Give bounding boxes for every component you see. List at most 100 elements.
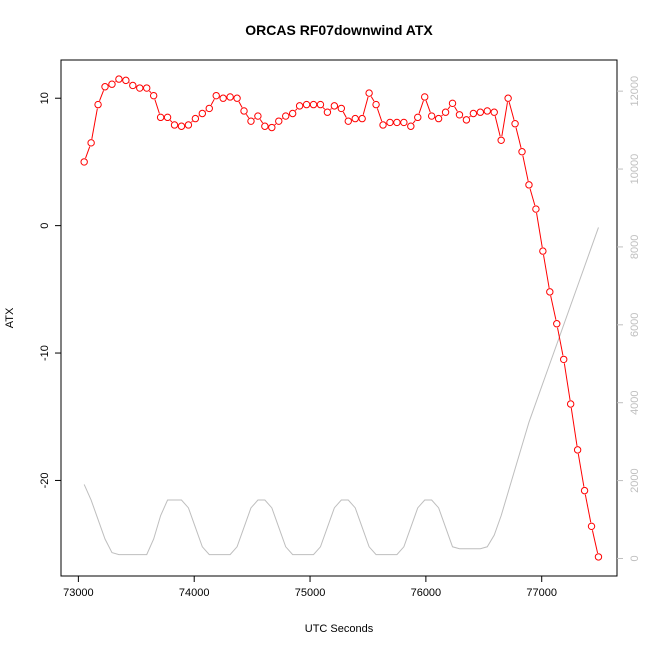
atx-segment <box>425 100 431 113</box>
atx-point <box>351 114 359 123</box>
atx-point <box>400 118 408 127</box>
axes: 73000 74000 75000 76000 77000 10 0 -10 -20 0 2000 4… <box>39 76 641 599</box>
atx-point <box>136 84 144 92</box>
y-tick-label: 10 <box>39 92 51 104</box>
x-tick-label: 76000 <box>411 587 442 599</box>
atx-point <box>302 100 311 109</box>
atx-point <box>226 93 234 101</box>
atx-segment <box>529 188 536 206</box>
atx-segment <box>447 106 451 110</box>
atx-segment <box>591 530 599 554</box>
atx-segment <box>169 119 173 123</box>
y-tick-label: -10 <box>39 345 51 361</box>
atx-segment <box>99 90 105 102</box>
atx-point <box>275 117 283 125</box>
x-tick-label: 77000 <box>526 587 557 599</box>
atx-segment <box>570 407 578 446</box>
altitude-line <box>83 227 599 556</box>
atx-point <box>198 109 207 118</box>
atx-point <box>504 94 512 102</box>
atx-point <box>170 121 179 129</box>
atx-point <box>546 288 554 296</box>
atx-segment <box>469 115 471 118</box>
atx-segment <box>522 155 529 182</box>
atx-segment <box>543 254 550 289</box>
atx-segment <box>557 327 564 356</box>
atx-point <box>288 109 297 118</box>
atx-segment <box>191 120 193 123</box>
x-tick-label: 73000 <box>63 587 94 599</box>
atx-point <box>372 100 380 109</box>
atx-point <box>358 114 366 123</box>
atx-point <box>587 522 596 531</box>
atx-point <box>233 94 241 102</box>
series <box>80 75 603 561</box>
y2-tick-label: 6000 <box>629 313 641 337</box>
atx-point <box>421 93 429 101</box>
atx-point <box>476 108 485 116</box>
atx-segment <box>550 295 557 320</box>
atx-point <box>80 158 88 166</box>
atx-point <box>573 446 582 454</box>
atx-point <box>330 102 339 110</box>
atx-point <box>469 109 478 118</box>
atx-segment <box>584 494 592 523</box>
y2-tick-label: 4000 <box>629 390 641 414</box>
atx-point <box>87 139 95 147</box>
atx-point <box>379 121 387 129</box>
atx-segment <box>577 453 585 487</box>
atx-point <box>156 113 165 122</box>
atx-point <box>316 100 325 109</box>
x-tick-label: 74000 <box>179 587 210 599</box>
atx-point <box>94 100 102 109</box>
atx-point <box>441 108 450 116</box>
atx-segment <box>501 102 508 137</box>
atx-point <box>518 148 526 156</box>
y-tick-label: -20 <box>39 472 51 488</box>
atx-segment <box>508 101 515 120</box>
atx-point <box>580 486 589 495</box>
atx-point <box>323 108 332 116</box>
plot-frame <box>60 59 618 577</box>
atx-point <box>462 116 471 124</box>
atx-segment <box>85 146 91 159</box>
atx-segment <box>245 113 250 119</box>
atx-segment <box>330 108 332 110</box>
atx-point <box>560 355 568 364</box>
y-axis-label: ATX <box>4 307 16 328</box>
atx-point <box>261 122 269 130</box>
y2-tick-label: 0 <box>629 555 641 561</box>
atx-segment <box>294 108 298 111</box>
atx-point <box>337 104 346 113</box>
atx-segment <box>370 96 375 102</box>
atx-point <box>240 107 248 115</box>
y-tick-label: 0 <box>39 223 51 229</box>
atx-segment <box>441 114 443 117</box>
atx-point <box>205 104 213 113</box>
atx-point <box>553 320 561 328</box>
x-axis-label: UTC Seconds <box>305 623 374 635</box>
atx-point <box>497 136 505 144</box>
atx-point <box>122 76 130 85</box>
atx-point <box>115 75 123 83</box>
atx-point <box>344 117 352 125</box>
atx-point <box>184 121 193 129</box>
atx-point <box>219 94 227 102</box>
atx-segment <box>362 96 369 115</box>
atx-segment <box>536 212 543 248</box>
atx-segment <box>412 120 416 124</box>
atx-point <box>129 81 137 90</box>
atx-point <box>393 118 401 127</box>
atx-segment <box>376 108 383 122</box>
atx-point <box>511 120 519 128</box>
atx-point <box>594 553 603 561</box>
atx-point <box>455 111 464 119</box>
atx-point <box>414 113 422 122</box>
y2-tick-label: 8000 <box>629 235 641 259</box>
atx-segment <box>154 99 160 114</box>
atx-point <box>191 114 200 123</box>
atx-point <box>309 100 318 109</box>
x-tick-label: 75000 <box>295 587 326 599</box>
atx-segment <box>494 115 501 137</box>
atx-segment <box>418 100 424 114</box>
